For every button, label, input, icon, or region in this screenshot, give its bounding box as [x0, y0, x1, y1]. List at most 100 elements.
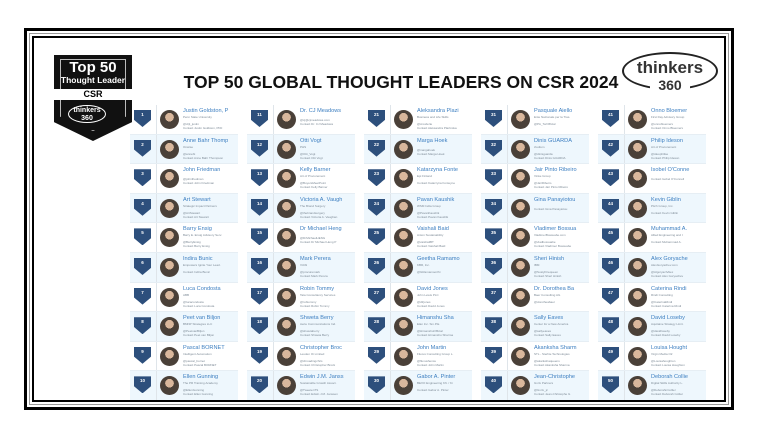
leader-handle[interactable]: @PavanKaushik [417, 210, 440, 215]
leader-handle[interactable]: @davidloseby [651, 329, 670, 334]
leader-name[interactable]: Dr Michael Heng [300, 226, 342, 233]
leader-handle[interactable]: @GRamamoorthi [417, 270, 441, 274]
leader-handle[interactable]: @AlgoryachAlex [651, 270, 674, 274]
leader-card[interactable]: 20 Edwin J.M. Janss Sustainable Growth A… [247, 371, 355, 400]
leader-name[interactable]: Sheri Hinish [534, 256, 565, 262]
contact-link[interactable]: Contact Ellen Gunning [183, 392, 214, 397]
leader-name[interactable]: Dinis GUARDA [534, 137, 572, 144]
contact-link[interactable]: Contact Jean-Christophe G [534, 392, 571, 397]
leader-card[interactable]: 30 Gabor A. Pinter BEXO Engineering Kft.… [364, 371, 472, 400]
leader-card[interactable]: 46 Alex Goryache AlexGoryachev.com @Algo… [598, 253, 706, 283]
leader-name[interactable]: David Jones [417, 285, 448, 292]
leader-card[interactable]: 6 Indira Bunic Empowers Ignite Your Lead… [130, 253, 238, 283]
contact-link[interactable]: Contact John Friedman [183, 181, 215, 186]
leader-handle[interactable]: @robtommy [300, 299, 317, 304]
contact-link[interactable]: Contact Christopher Brock [300, 362, 336, 367]
leader-card[interactable]: 45 Muhammad A. Allied Engineering and I … [598, 223, 706, 253]
leader-card[interactable]: 31 Pasquale Aiello Ente Nazionale per la… [481, 105, 589, 135]
leader-name[interactable]: Vladimer Bossua [534, 226, 577, 233]
contact-link[interactable]: Contact David Jones [417, 303, 445, 308]
leader-name[interactable]: Peet van Biljon [183, 315, 221, 322]
leader-name[interactable]: Jean-Christophe [534, 374, 576, 381]
leader-handle[interactable]: @dinisguarda [534, 151, 553, 156]
contact-link[interactable]: Contact Art Stewart [183, 214, 209, 219]
leader-handle[interactable]: @johnfriedman [183, 177, 204, 182]
leader-name[interactable]: Alex Goryache [651, 256, 688, 262]
leader-name[interactable]: Mark Perera [300, 256, 331, 262]
leader-card[interactable]: 34 Gina Panayiotou Contact Gina Panayiot… [481, 193, 589, 224]
contact-link[interactable]: Contact Shweta Berry [300, 333, 330, 338]
leader-name[interactable]: Pascal BORNET [183, 344, 225, 351]
contact-link[interactable]: Contact Aleksandra Plazinska [417, 126, 457, 130]
leader-name[interactable]: Luca Condosta [183, 285, 221, 292]
leader-card[interactable]: 43 Isobel O'Conne Contact Isobel O'Conne… [598, 164, 706, 194]
leader-name[interactable]: Gabor A. Pinter [417, 374, 456, 381]
leader-handle[interactable]: @BuyersMeetPoint [300, 181, 326, 186]
leader-card[interactable]: 24 Pavan Kaushik WSM India Group @PavanK… [364, 193, 472, 224]
leader-name[interactable]: Sally Eaves [534, 315, 564, 322]
leader-name[interactable]: Dr. CJ Meadows [300, 108, 342, 114]
contact-link[interactable]: Contact Kelly Barner [300, 185, 328, 190]
leader-card[interactable]: 18 Shweta Berry Aerie Communications Ind… [247, 312, 355, 342]
leader-name[interactable]: Pasquale Aiello [534, 108, 573, 114]
leader-name[interactable]: John Martin [417, 344, 447, 351]
leader-name[interactable]: Aleksandra Plazi [417, 108, 459, 114]
leader-card[interactable]: 7 Luca Condosta ABB @lucacondosta Contac… [130, 282, 238, 313]
leader-card[interactable]: 47 Caterina Rindi Rindi Consulting @Cate… [598, 282, 706, 313]
leader-card[interactable]: 26 Geetha Ramamo KBR, Inc. @GRamamoorthi [364, 253, 472, 283]
leader-card[interactable]: 23 Katarzyna Fonte Epi Finland Contact K… [364, 164, 472, 194]
leader-card[interactable]: 29 John Martin Fluxus Consulting Group L… [364, 341, 472, 372]
leader-name[interactable]: Louisa Hought [651, 344, 688, 351]
contact-link[interactable]: Contact Otti Vogt [300, 155, 323, 160]
leader-card[interactable]: 38 Sally Eaves Center for a New America … [481, 312, 589, 342]
leader-card[interactable]: 48 David Loseby Aquitaine Strategy Limit… [598, 312, 706, 342]
contact-link[interactable]: Contact Victoria A. Vaughan [300, 214, 338, 219]
leader-handle[interactable]: @TweetenTS [300, 388, 319, 393]
leader-card[interactable]: 9 Pascal BORNET Intelligent Automation @… [130, 341, 238, 372]
leader-name[interactable]: Kelly Barner [300, 167, 331, 174]
contact-link[interactable]: Contact Gabor A. Pinter [417, 388, 449, 393]
contact-link[interactable]: Contact Caterina Rindi [651, 303, 682, 308]
leader-name[interactable]: Christopher Broc [300, 344, 342, 351]
leader-handle[interactable]: @annebt [183, 151, 196, 156]
leader-card[interactable]: 28 Himanshu Sha Elan Inc. Sm.P.E. @Himan… [364, 312, 472, 342]
leader-name[interactable]: Deborah Collie [651, 374, 689, 381]
contact-link[interactable]: Contact Sally Eaves [534, 333, 561, 338]
leader-card[interactable]: 40 Jean-Christophe Gvrix Partners @Gvrix… [481, 371, 589, 400]
contact-link[interactable]: Contact Vaishali Baid [417, 244, 446, 249]
leader-name[interactable]: Caterina Rindi [651, 285, 687, 292]
leader-handle[interactable]: @ArtStewart [183, 210, 201, 215]
contact-link[interactable]: Contact Indira Bunic [183, 270, 211, 274]
leader-handle[interactable]: @vladbossuabe [534, 240, 556, 245]
leader-card[interactable]: 44 Kevin Giblin Pitch Group, Inc. Contac… [598, 193, 706, 224]
leader-card[interactable]: 13 Kelly Barner Art of Procurement @Buye… [247, 164, 355, 194]
leader-handle[interactable]: @Gvrix_jc [534, 388, 548, 393]
leader-handle[interactable]: @drjt_justin [183, 122, 199, 126]
leader-handle[interactable]: @dorotheabaer [534, 299, 555, 304]
leader-card[interactable]: 22 Marga Hoek @margahoek Contact Marga H… [364, 134, 472, 165]
contact-link[interactable]: Contact Dinis GUARDA [534, 155, 566, 160]
leader-handle[interactable]: @dlrjones [417, 299, 431, 304]
leader-name[interactable]: Akanksha Sharm [534, 344, 577, 351]
contact-link[interactable]: Contact Luca Condosta [183, 303, 215, 308]
contact-link[interactable]: Contact Alex Goryachev [651, 274, 684, 278]
leader-handle[interactable]: @PeetvanBiljon [183, 329, 205, 334]
leader-name[interactable]: Indira Bunic [183, 256, 213, 262]
leader-card[interactable]: 25 Vaishali Baid Anton Sustainability @v… [364, 223, 472, 253]
leader-handle[interactable]: @thebrandsurgery [300, 210, 325, 215]
leader-handle[interactable]: @onnobloemers [651, 122, 674, 126]
leader-handle[interactable]: @DeborahnCollier [651, 388, 676, 393]
contact-link[interactable]: Contact Himanshu Sharma [417, 333, 454, 338]
leader-name[interactable]: Pavan Kaushik [417, 196, 455, 203]
contact-link[interactable]: Contact Philip Ideson [651, 155, 680, 160]
contact-link[interactable]: Contact Vladimer Bossuabe [534, 244, 572, 249]
contact-link[interactable]: Contact Barry Ensig [183, 244, 210, 249]
leader-handle[interactable]: @margahoek [417, 147, 436, 152]
leader-name[interactable]: Victoria A. Vaugh [300, 196, 343, 203]
leader-name[interactable]: John Friedman [183, 167, 221, 174]
leader-card[interactable]: 39 Akanksha Sharm STL - Sterlite Technol… [481, 341, 589, 372]
leader-name[interactable]: Dr. Dorothea Ba [534, 285, 575, 292]
leader-handle[interactable]: @SustyFirequeen [534, 270, 559, 274]
leader-handle[interactable]: @cbroadingchris [300, 358, 323, 363]
contact-link[interactable]: Contact Dr Michael Heng P [300, 240, 337, 245]
